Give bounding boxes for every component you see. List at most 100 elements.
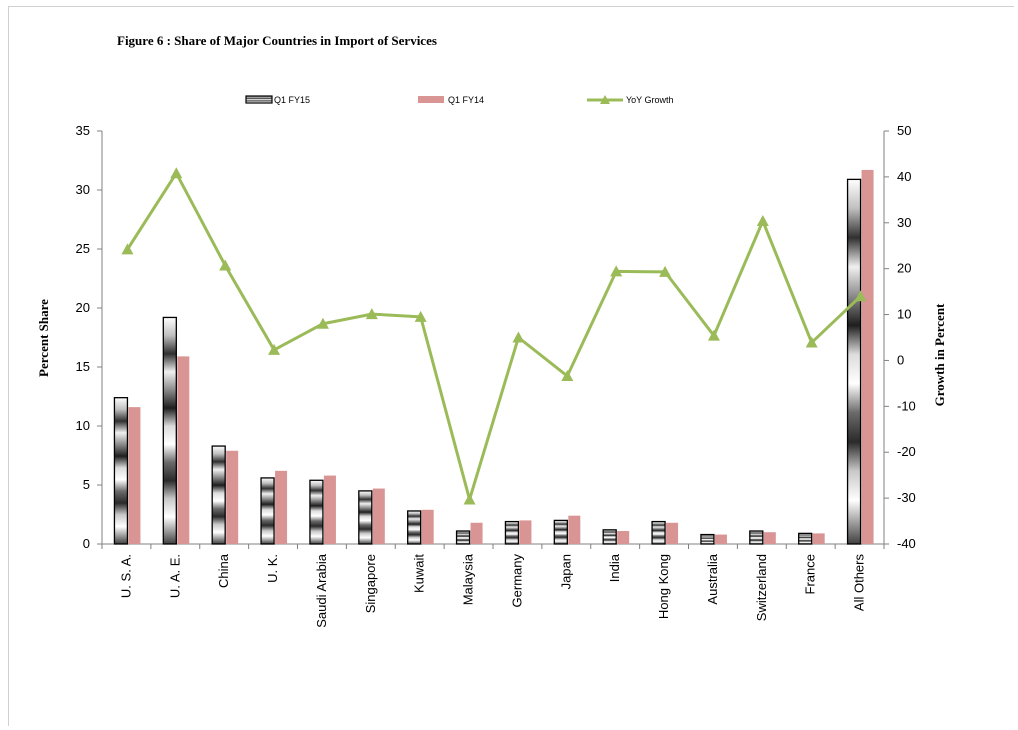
bar-q1-fy15 — [504, 520, 520, 545]
yoy-growth-point — [463, 493, 476, 505]
bar-q1-fy14 — [177, 356, 190, 544]
x-tick-label: U. S. A. — [118, 554, 133, 598]
bar-q1-fy15 — [846, 178, 862, 545]
left-tick-label: 10 — [76, 418, 90, 433]
yoy-growth-point — [561, 370, 574, 382]
legend-label-q1-fy14: Q1 FY14 — [448, 95, 484, 105]
right-tick-label: -30 — [897, 490, 916, 505]
bar-q1-fy14 — [568, 515, 581, 544]
x-tick-label: Hong Kong — [656, 554, 671, 619]
legend-label-yoy-growth: YoY Growth — [626, 95, 674, 105]
right-tick-label: -20 — [897, 444, 916, 459]
bar-q1-fy14 — [666, 522, 679, 544]
chart-title: Figure 6 : Share of Major Countries in I… — [117, 33, 437, 48]
x-tick-label: Japan — [558, 554, 573, 589]
bar-q1-fy14 — [226, 450, 239, 544]
legend-swatch-q1-fy15 — [245, 95, 273, 104]
bar-q1-fy14 — [421, 509, 434, 544]
bar-q1-fy15 — [407, 510, 422, 545]
yoy-growth-point — [610, 265, 623, 277]
bar-q1-fy15 — [798, 532, 813, 545]
yoy-growth-line — [126, 171, 862, 501]
x-tick-label: U. A. E. — [167, 554, 182, 598]
yoy-growth-point — [756, 214, 769, 226]
bar-q1-fy14 — [323, 475, 336, 544]
x-axis: U. S. A. U. A. E. China U. K. Saudi Arabia Si… — [101, 543, 885, 628]
bar-q1-fy14 — [714, 534, 727, 544]
left-tick-label: 5 — [83, 477, 90, 492]
left-tick-label: 15 — [76, 359, 90, 374]
left-tick-label: 25 — [76, 241, 90, 256]
bar-q1-fy15 — [211, 445, 226, 545]
bar-q1-fy14 — [519, 520, 532, 544]
yoy-growth-point — [316, 317, 329, 329]
x-tick-label: China — [216, 553, 231, 588]
yoy-growth-point — [805, 336, 818, 348]
left-tick-label: 0 — [83, 536, 90, 551]
right-tick-label: -10 — [897, 398, 916, 413]
x-tick-label: Saudi Arabia — [314, 553, 329, 627]
bar-q1-fy15 — [358, 490, 373, 545]
bar-q1-fy15 — [455, 530, 471, 545]
bar-q1-fy15 — [651, 520, 666, 545]
x-tick-label: Switzerland — [754, 554, 769, 621]
yoy-growth-point — [365, 308, 378, 320]
left-tick-label: 20 — [76, 300, 90, 315]
y2-axis-title: Growth in Percent — [932, 303, 947, 406]
bar-q1-fy14 — [861, 169, 874, 544]
bar-q1-fy15 — [309, 479, 324, 545]
bar-q1-fy15 — [602, 529, 617, 545]
yoy-growth-point — [170, 167, 183, 179]
bar-q1-fy14 — [372, 488, 385, 544]
legend-label-q1-fy15: Q1 FY15 — [274, 95, 310, 105]
right-tick-label: 30 — [897, 215, 911, 230]
x-tick-label: All Others — [852, 554, 867, 612]
bar-q1-fy15 — [113, 397, 129, 545]
x-tick-label: France — [803, 554, 818, 594]
bar-q1-fy15 — [749, 530, 764, 545]
bar-q1-fy14 — [128, 407, 141, 544]
yoy-growth-point — [219, 259, 232, 271]
chart-frame — [8, 6, 1014, 726]
right-tick-label: -40 — [897, 536, 916, 551]
yoy-growth-point — [854, 290, 867, 302]
right-tick-label: 0 — [897, 352, 904, 367]
yoy-growth-point — [121, 243, 134, 255]
yoy-growth-point — [707, 329, 720, 341]
bar-q1-fy14 — [470, 522, 483, 544]
bar-q1-fy15 — [260, 477, 275, 545]
right-axis: -40 -30 -20 -10 0 10 20 30 40 50 — [883, 123, 916, 551]
x-tick-label: India — [607, 553, 622, 582]
bar-q1-fy15 — [162, 316, 177, 545]
y-axis-title: Percent Share — [36, 299, 51, 377]
x-tick-label: Germany — [509, 554, 524, 608]
yoy-growth-point — [659, 265, 672, 277]
x-tick-label: Singapore — [363, 554, 378, 613]
bar-q1-fy14 — [763, 532, 776, 544]
left-tick-label: 35 — [76, 123, 90, 138]
legend: Q1 FY15 Q1 FY14 YoY Growth — [245, 95, 674, 105]
x-tick-label: Australia — [705, 553, 720, 604]
bar-q1-fy14 — [812, 533, 825, 544]
growth-line — [121, 167, 867, 505]
bar-q1-fy14 — [617, 531, 630, 544]
bar-q1-fy15 — [700, 533, 715, 545]
bar-q1-fy15 — [553, 519, 568, 545]
legend-swatch-q1-fy14 — [418, 96, 444, 103]
left-tick-label: 30 — [76, 182, 90, 197]
bar-q1-fy14 — [275, 470, 288, 544]
x-tick-label: U. K. — [265, 554, 280, 583]
x-tick-label: Kuwait — [412, 554, 427, 593]
x-tick-label: Malaysia — [461, 553, 476, 605]
yoy-growth-point — [268, 343, 281, 355]
right-tick-label: 10 — [897, 307, 911, 322]
right-tick-label: 50 — [897, 123, 911, 138]
yoy-growth-point — [414, 310, 427, 322]
right-tick-label: 20 — [897, 261, 911, 276]
right-tick-label: 40 — [897, 169, 911, 184]
yoy-growth-point — [512, 331, 525, 343]
left-axis: 0 5 10 15 20 25 30 35 — [76, 123, 103, 551]
bars — [113, 169, 874, 545]
legend-marker-yoy-growth — [600, 95, 610, 104]
